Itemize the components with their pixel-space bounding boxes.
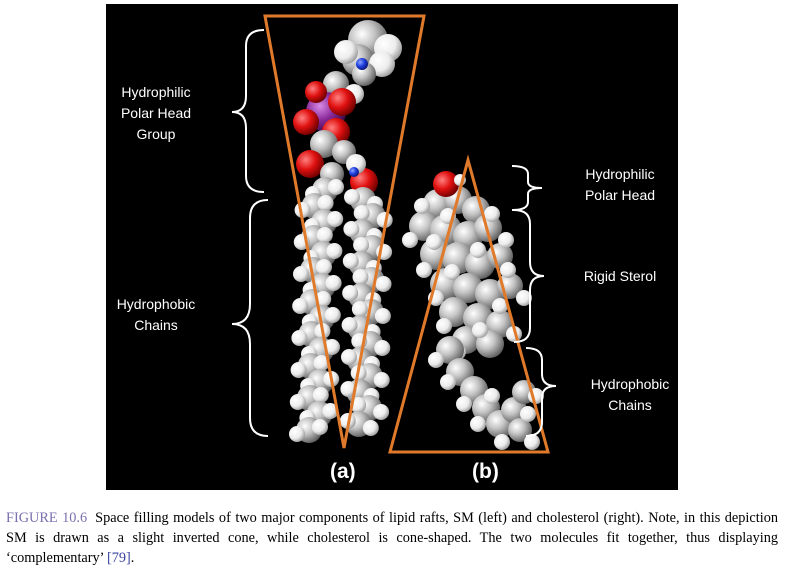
label-chol-rigid-sterol: Rigid Sterol [583, 268, 657, 284]
hydrogen-atom [353, 205, 370, 221]
hydrogen-atom [520, 406, 536, 422]
nitrogen-atom [349, 167, 359, 177]
brace-sm-head [231, 29, 265, 193]
panel-label-b: (b) [472, 460, 499, 483]
hydrogen-atom [351, 301, 368, 317]
hydrogen-atom [470, 416, 486, 432]
hydrogen-atom [316, 259, 332, 275]
hydrogen-atom [352, 269, 369, 285]
hydrogen-atom [472, 322, 488, 338]
hydrogen-atom [374, 340, 391, 356]
hydrogen-atom [516, 290, 532, 306]
carbon-atom [310, 130, 338, 158]
hydrogen-atom [312, 419, 328, 435]
hydrogen-atom [328, 179, 344, 195]
hydrogen-atom [494, 434, 510, 450]
hydrogen-atom [524, 434, 540, 450]
hydrogen-atom [375, 276, 392, 292]
molecule-models [231, 14, 557, 454]
oxygen-atom [293, 109, 319, 135]
hydrogen-atom [293, 266, 309, 282]
citation-link[interactable]: [79] [106, 550, 131, 566]
hydrogen-atom [327, 211, 344, 227]
hydrogen-atom [341, 317, 358, 333]
hydrogen-atom [343, 221, 360, 237]
hydrogen-atom [324, 307, 341, 323]
hydrogen-atom [313, 355, 330, 371]
hydrogen-atom [341, 349, 357, 365]
hydrogen-atom [426, 234, 442, 250]
hydrogen-atom [440, 374, 456, 390]
hydrogen-atom [291, 330, 308, 346]
hydrogen-atom [362, 420, 379, 436]
hydrogen-atom [498, 232, 514, 248]
hydrogen-atom [315, 291, 332, 307]
brace-chol-chains [525, 347, 557, 437]
hydrogen-atom [414, 198, 430, 214]
hydrogen-atom [416, 262, 432, 278]
hydrogen-atom [289, 394, 306, 410]
hydrogen-atom [373, 404, 390, 420]
hydrogen-atom [289, 426, 305, 442]
hydrogen-atom [324, 339, 340, 355]
hydrogen-atom [316, 227, 333, 243]
hydrogen-atom [373, 372, 390, 388]
panel-label-a: (a) [330, 460, 356, 483]
hydrogen-atom [326, 243, 343, 259]
hydrogen-atom [484, 388, 500, 404]
label-chol-hydrophobic-chains: Hydrophobic Chains [590, 376, 670, 413]
hydrogen-atom [353, 237, 370, 253]
label-chol-polar-head: Hydrophilic Polar Head [584, 166, 656, 203]
hydrogen-atom [290, 362, 307, 378]
hydrogen-atom [500, 262, 516, 278]
hydrogen-atom [334, 40, 358, 64]
brace-chol-head [511, 165, 543, 211]
label-sm-hydrophobic-chains: Hydrophobic Chains [116, 296, 196, 333]
hydrogen-atom [322, 403, 339, 419]
cholesterol-model [402, 171, 544, 450]
brace-sm-chains [231, 199, 269, 437]
hydrogen-atom [325, 275, 342, 291]
hydrogen-atom [436, 318, 452, 334]
hydrogen-atom [369, 51, 395, 77]
figure-caption: FIGURE 10.6 Space filling models of two m… [6, 508, 778, 568]
hydrogen-atom [484, 206, 500, 222]
hydrogen-atom [428, 352, 444, 368]
hydrogen-atom [402, 232, 418, 248]
sphingomyelin-model [289, 20, 402, 443]
hydrogen-atom [340, 381, 357, 397]
label-sm-polar-head: Hydrophilic Polar Head Group [120, 84, 192, 142]
cone-outline [388, 154, 550, 454]
hydrogen-atom [444, 264, 460, 280]
hydrogen-atom [317, 195, 334, 211]
hydrogen-atom [312, 387, 329, 403]
hydrogen-atom [342, 285, 359, 301]
hydrogen-atom [344, 189, 360, 205]
hydrogen-atom [292, 298, 309, 314]
hydrogen-atom [342, 253, 359, 269]
oxygen-atom [328, 88, 356, 116]
oxygen-atom [296, 150, 324, 178]
caption-end: . [130, 550, 135, 566]
figure-image: Hydrophilic Polar Head Group Hydrophobic… [106, 4, 678, 490]
oxygen-atom [305, 81, 327, 103]
hydrogen-atom [374, 308, 391, 324]
brace-chol-sterol [513, 209, 545, 343]
hydrogen-atom [470, 242, 486, 258]
inverted-cone-outline [263, 14, 426, 449]
caption-text: Space filling models of two major compon… [6, 510, 778, 566]
hydrogen-atom [456, 396, 472, 412]
hydrogen-atom [492, 298, 508, 314]
oxygen-atom [433, 171, 459, 197]
figure-number: FIGURE 10.6 [6, 510, 88, 526]
nitrogen-atom [356, 58, 368, 70]
